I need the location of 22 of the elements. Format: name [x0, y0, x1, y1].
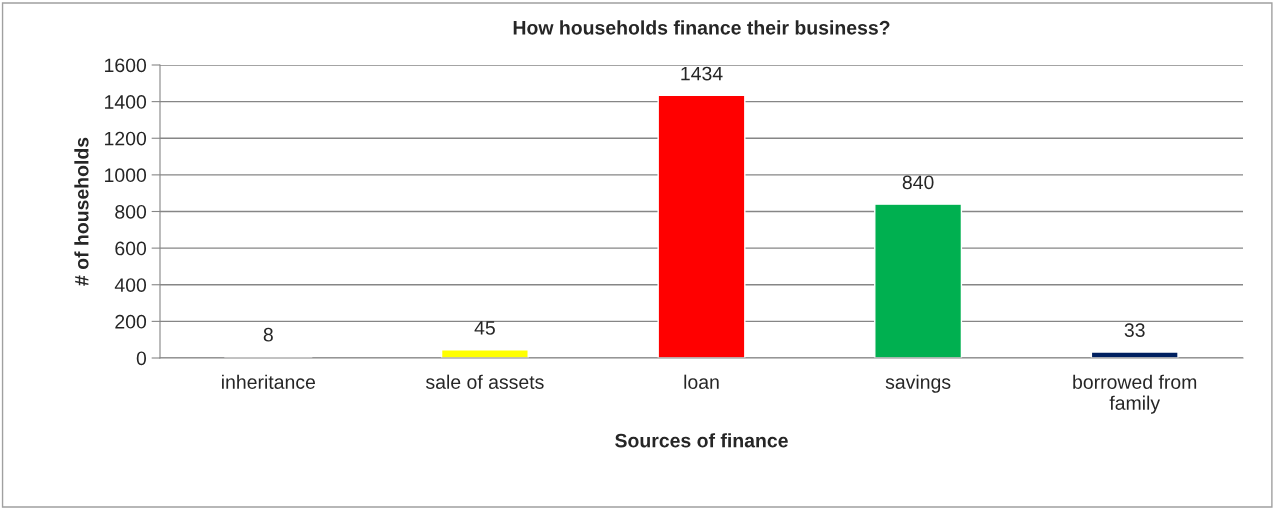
x-tick-label: savings: [885, 374, 951, 393]
y-tick-label: 200: [115, 314, 147, 329]
y-axis-title: # of households: [74, 137, 89, 286]
data-label: 1434: [681, 66, 723, 81]
data-label: 840: [902, 175, 934, 190]
y-tick-label: 600: [115, 241, 147, 256]
x-axis-title: Sources of finance: [615, 433, 788, 448]
y-tick-label: 1400: [105, 95, 147, 109]
chart-title: How households finance their business?: [513, 20, 890, 35]
x-tick-label: sale of assets: [426, 374, 544, 389]
x-tick-label: loan: [684, 374, 719, 389]
data-label: 33: [1124, 323, 1145, 337]
y-tick-label: 400: [114, 278, 147, 292]
data-label: 8: [263, 327, 273, 342]
data-label: 45: [474, 321, 495, 335]
y-tick-label: 1600: [105, 58, 147, 73]
y-tick-label: 1200: [105, 131, 147, 146]
y-tick-label: 800: [115, 204, 147, 219]
x-tick-label: inheritance: [222, 374, 315, 389]
y-tick-label: 1000: [105, 168, 147, 183]
y-tick-label: 0: [136, 351, 147, 366]
x-tick-label: borrowed from family: [1073, 374, 1197, 414]
